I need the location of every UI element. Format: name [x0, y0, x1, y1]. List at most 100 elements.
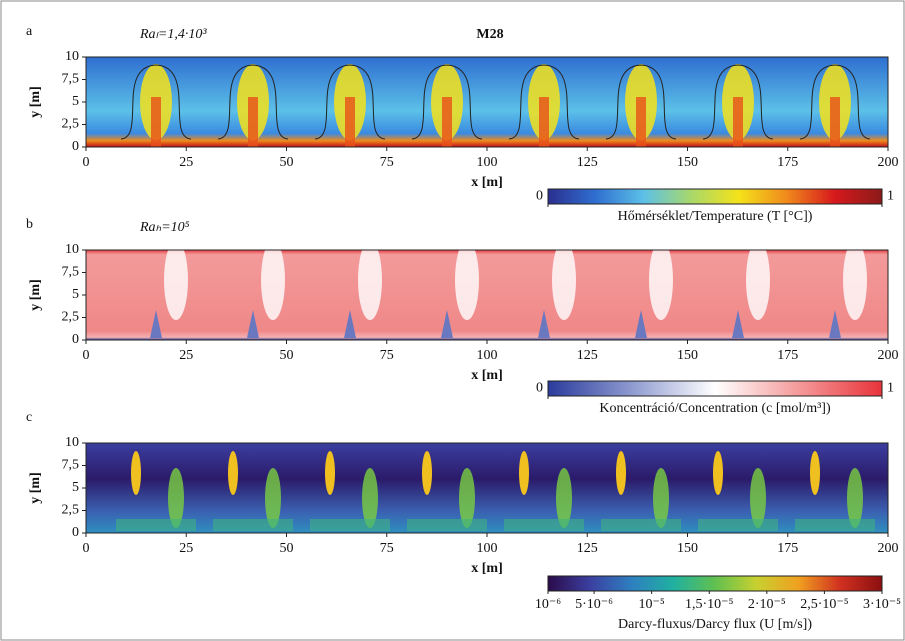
- x-tick-label: 25: [179, 541, 193, 556]
- band: [310, 519, 390, 531]
- x-tick-label: 125: [577, 155, 598, 170]
- x-tick-label: 0: [83, 348, 90, 363]
- plume-stem: [830, 97, 840, 147]
- isoline: [120, 64, 192, 140]
- y-tick-label: 2,5: [62, 117, 80, 132]
- plume: [653, 468, 669, 528]
- chart-title: M28: [476, 27, 503, 42]
- plume: [746, 240, 770, 320]
- field: [86, 57, 888, 147]
- x-tick-label: 125: [577, 348, 598, 363]
- panel-label: c: [26, 410, 32, 425]
- x-tick-label: 150: [677, 348, 698, 363]
- x-tick-label: 125: [577, 541, 598, 556]
- colorbar-tick-label: 3·10⁻⁵: [863, 597, 901, 612]
- isoline: [702, 64, 774, 140]
- plume: [810, 451, 820, 495]
- colorbar-label: Darcy-fluxus/Darcy flux (U [m/s]): [618, 617, 812, 632]
- colorbar: [547, 575, 883, 592]
- plume: [552, 240, 576, 320]
- colorbar-tick-label: 0: [536, 189, 543, 204]
- spike: [441, 310, 453, 338]
- plume: [616, 451, 626, 495]
- plume: [519, 451, 529, 495]
- plume-stem: [248, 97, 258, 147]
- plume-stem: [733, 97, 743, 147]
- plume: [843, 240, 867, 320]
- colorbar-tick-label: 1: [887, 189, 894, 204]
- isoline: [508, 64, 580, 140]
- isoline: [799, 64, 871, 140]
- plume: [265, 468, 281, 528]
- plume: [459, 468, 475, 528]
- x-tick-label: 25: [179, 348, 193, 363]
- colorbar-label: Hőmérséklet/Temperature (T [°C]): [618, 209, 813, 224]
- spike: [829, 310, 841, 338]
- x-tick-label: 175: [777, 348, 798, 363]
- colorbar-label: Koncentráció/Concentration (c [mol/m³]): [599, 401, 831, 416]
- x-tick-label: 0: [83, 155, 90, 170]
- y-tick-label: 2,5: [62, 310, 80, 325]
- x-tick-label: 100: [477, 348, 498, 363]
- plume: [228, 451, 238, 495]
- plume: [713, 451, 723, 495]
- y-tick-label: 10: [65, 49, 79, 64]
- colorbar-tick-label: 0: [536, 381, 543, 396]
- colorbar: [547, 380, 883, 397]
- isoline: [314, 64, 386, 140]
- plume: [168, 468, 184, 528]
- colorbar-tick-label: 2·10⁻⁵: [748, 597, 786, 612]
- x-tick-label: 75: [380, 348, 394, 363]
- x-tick-label: 200: [878, 155, 899, 170]
- plume: [362, 468, 378, 528]
- y-tick-label: 7,5: [62, 458, 80, 473]
- y-axis-label: y [m]: [28, 86, 43, 118]
- y-tick-label: 10: [65, 435, 79, 450]
- x-axis-label: x [m]: [471, 368, 503, 383]
- band: [213, 519, 293, 531]
- x-tick-label: 0: [83, 541, 90, 556]
- annotation: Raₗ=1,4·10³: [139, 27, 207, 42]
- y-axis-label: y [m]: [28, 279, 43, 311]
- x-tick-label: 25: [179, 155, 193, 170]
- annotation: Raₕ=10⁵: [139, 220, 190, 235]
- spike: [344, 310, 356, 338]
- y-axis-label: y [m]: [28, 472, 43, 504]
- plume: [325, 451, 335, 495]
- y-tick-label: 5: [72, 480, 79, 495]
- panel-label: a: [26, 24, 33, 39]
- x-axis-label: x [m]: [471, 175, 503, 190]
- isoline: [217, 64, 289, 140]
- band: [504, 519, 584, 531]
- colorbar: [547, 188, 883, 205]
- x-tick-label: 50: [280, 541, 294, 556]
- y-tick-label: 0: [72, 332, 79, 347]
- spike: [150, 310, 162, 338]
- band: [795, 519, 875, 531]
- plume: [131, 451, 141, 495]
- plume: [455, 240, 479, 320]
- colorbar-tick-label: 2,5·10⁻⁵: [800, 597, 849, 612]
- spike: [538, 310, 550, 338]
- plume: [358, 240, 382, 320]
- y-tick-label: 7,5: [62, 72, 80, 87]
- band: [407, 519, 487, 531]
- y-tick-label: 5: [72, 94, 79, 109]
- plume-stem: [345, 97, 355, 147]
- x-tick-label: 75: [380, 155, 394, 170]
- spike: [635, 310, 647, 338]
- colorbar-tick-label: 1,5·10⁻⁵: [685, 597, 734, 612]
- band: [116, 519, 196, 531]
- colorbar-tick-label: 10⁻⁶: [535, 597, 561, 612]
- x-tick-label: 175: [777, 541, 798, 556]
- x-tick-label: 150: [677, 155, 698, 170]
- colorbar-tick-label: 5·10⁻⁶: [575, 597, 613, 612]
- panel-label: b: [26, 217, 33, 232]
- x-tick-label: 50: [280, 155, 294, 170]
- band: [698, 519, 778, 531]
- plume-stem: [636, 97, 646, 147]
- plume-stem: [442, 97, 452, 147]
- y-tick-label: 2,5: [62, 503, 80, 518]
- plume-stem: [539, 97, 549, 147]
